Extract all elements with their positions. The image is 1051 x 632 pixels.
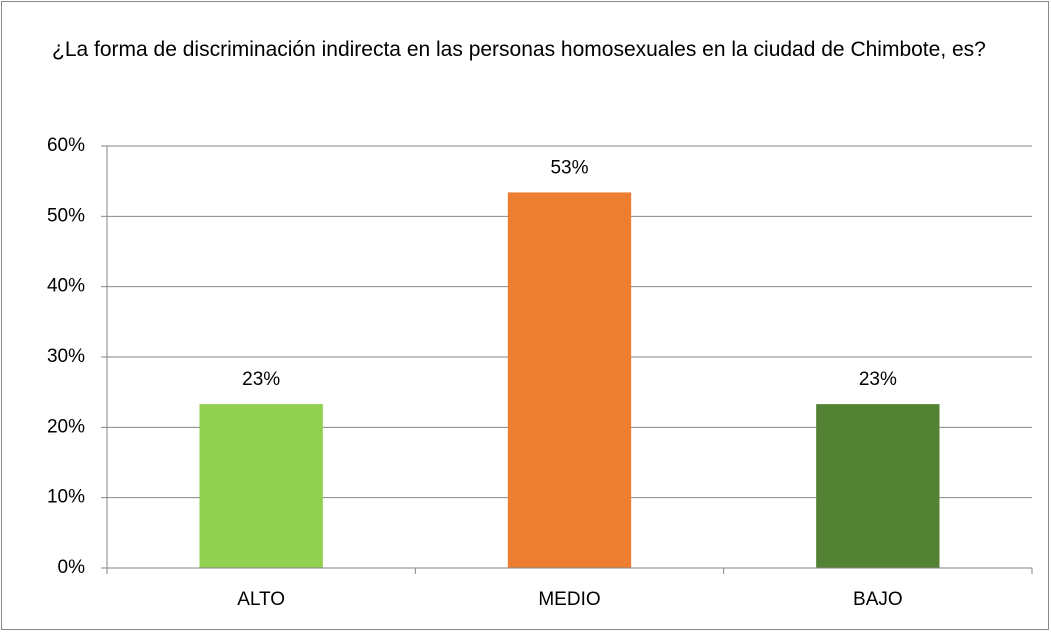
bar (199, 404, 323, 568)
bar (816, 404, 940, 568)
chart-title: ¿La forma de discriminación indirecta en… (52, 38, 986, 61)
data-label: 53% (550, 157, 588, 178)
y-tick-label: 60% (47, 135, 85, 156)
data-label: 23% (242, 369, 280, 390)
y-tick-label: 20% (47, 416, 85, 437)
y-tick-label: 0% (58, 557, 86, 578)
y-tick-label: 30% (47, 346, 85, 367)
y-tick-label: 40% (47, 276, 85, 297)
x-tick-label: BAJO (853, 589, 903, 610)
x-tick-label: MEDIO (538, 589, 600, 610)
bar (507, 192, 632, 569)
y-tick-label: 10% (47, 487, 85, 508)
y-tick-label: 50% (47, 205, 85, 226)
data-label: 23% (859, 369, 897, 390)
x-tick-label: ALTO (237, 589, 285, 610)
